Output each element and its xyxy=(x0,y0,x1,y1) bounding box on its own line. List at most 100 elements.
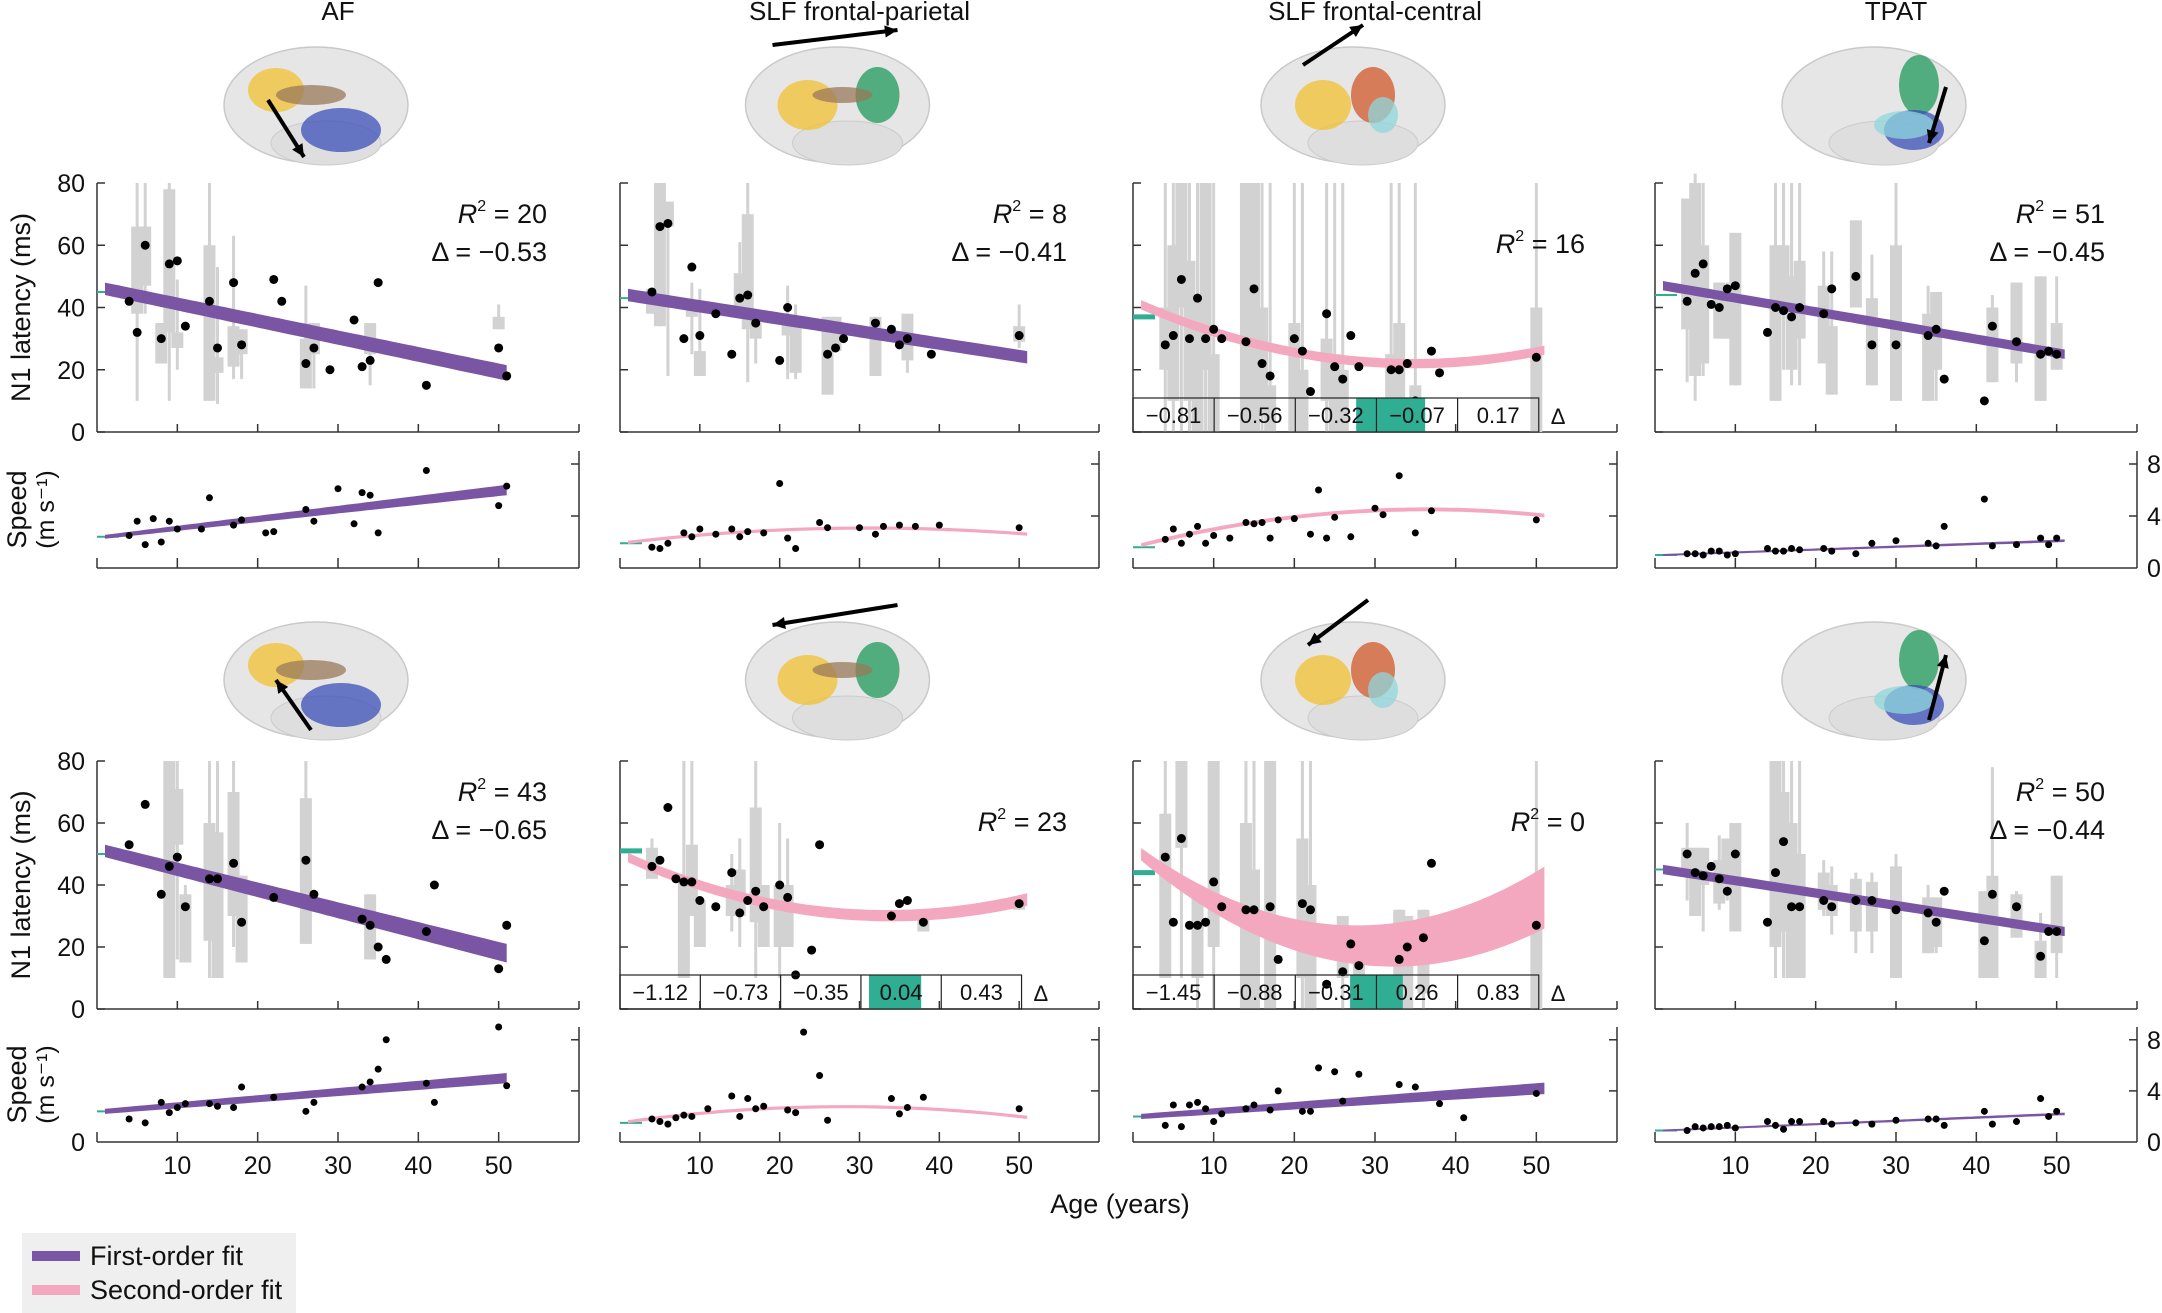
x-tick-label: 50 xyxy=(1005,1152,1033,1180)
latency-data-point xyxy=(1402,942,1412,952)
tract-region-0 xyxy=(1295,80,1351,130)
latency-data-point xyxy=(2012,337,2021,347)
speed-data-point xyxy=(1177,539,1185,547)
latency-data-point xyxy=(1217,902,1227,912)
arrowhead-icon xyxy=(884,25,898,38)
speed-data-point xyxy=(374,529,382,537)
tract-region-2 xyxy=(812,87,873,103)
boxplot-whisker xyxy=(666,201,670,376)
latency-data-point xyxy=(926,349,936,359)
speed-data-point xyxy=(1298,1107,1306,1115)
x-tick-label: 10 xyxy=(1200,1152,1228,1180)
speed-data-point xyxy=(495,1023,503,1031)
latency-data-point xyxy=(213,343,222,353)
latency-data-point xyxy=(1201,334,1211,344)
boxplot-box xyxy=(1793,260,1806,339)
speed-y-label: Speed xyxy=(2,470,32,548)
tract-region-2 xyxy=(276,660,346,680)
latency-data-point xyxy=(1273,954,1283,964)
latency-data-point xyxy=(494,964,504,974)
speed-data-point xyxy=(1395,1081,1403,1088)
delta-table-border xyxy=(1132,397,1540,433)
latency-data-point xyxy=(172,256,182,266)
speed-plot xyxy=(96,451,580,569)
latency-data-point xyxy=(1931,917,1941,927)
speed-data-point xyxy=(760,529,768,537)
tract-region-1 xyxy=(301,683,381,727)
speed-data-point xyxy=(1731,550,1739,558)
latency-data-point xyxy=(1771,303,1780,312)
latency-data-point xyxy=(1682,296,1692,306)
speed-data-point xyxy=(2045,1112,2053,1120)
boxplot-whisker xyxy=(690,761,694,916)
speed-data-point xyxy=(728,525,736,533)
panel-title: AF xyxy=(321,0,354,26)
panel-1-0: 0 20 40 60 80 R2 = 43 Δ = −0.65 0 10 20 30 40 50 N1 l… xyxy=(2,621,580,1180)
latency-data-point xyxy=(1241,905,1251,915)
r-squared-label: R2 = 23 xyxy=(978,806,1067,837)
speed-y-tick-label: 4 xyxy=(2147,503,2161,531)
latency-data-point xyxy=(918,917,928,927)
speed-data-point xyxy=(230,1104,238,1111)
speed-data-point xyxy=(366,491,374,499)
speed-data-point xyxy=(2053,534,2061,542)
speed-data-point xyxy=(238,1083,246,1091)
boxplot-box xyxy=(1264,385,1277,432)
latency-data-point xyxy=(759,902,769,912)
speed-fit-band xyxy=(1141,507,1545,548)
speed-data-point xyxy=(366,1078,374,1086)
panel-title: SLF frontal-central xyxy=(1268,0,1482,26)
latency-data-point xyxy=(421,380,431,390)
boxplot-box xyxy=(1849,878,1862,932)
latency-fit-band xyxy=(628,288,1028,364)
boxplot-box xyxy=(2010,282,2023,364)
latency-data-point xyxy=(663,218,673,228)
speed-data-point xyxy=(1868,1120,1876,1128)
latency-data-point xyxy=(870,318,880,328)
latency-data-point xyxy=(751,886,761,896)
latency-data-point xyxy=(204,296,214,306)
latency-data-point xyxy=(743,896,753,905)
brain-rendering xyxy=(1260,598,1446,741)
speed-data-point xyxy=(238,516,246,524)
tract-region-2 xyxy=(1874,111,1934,139)
speed-data-point xyxy=(672,1114,680,1122)
latency-data-point xyxy=(839,334,849,344)
x-tick-label: 20 xyxy=(244,1152,272,1180)
tract-region-0 xyxy=(777,80,838,130)
speed-data-point xyxy=(1940,1121,1948,1129)
delta-symbol: Δ xyxy=(1034,981,1049,1006)
speed-data-point xyxy=(816,519,824,526)
speed-data-point xyxy=(1323,534,1331,542)
latency-data-point xyxy=(1923,331,1933,341)
speed-data-point xyxy=(1177,1123,1185,1131)
latency-y-tick-label: 80 xyxy=(57,170,85,198)
x-tick-label: 50 xyxy=(2043,1152,2071,1180)
speed-data-point xyxy=(157,1098,165,1106)
latency-data-point xyxy=(1706,299,1716,309)
arrowhead-icon xyxy=(1308,632,1322,645)
latency-data-point xyxy=(156,889,166,899)
latency-data-point xyxy=(1168,917,1178,927)
delta-cell-value: −0.07 xyxy=(1389,403,1445,428)
speed-data-point xyxy=(1218,1110,1226,1118)
latency-data-point xyxy=(1706,861,1716,871)
latency-data-point xyxy=(180,321,190,331)
speed-data-point xyxy=(2013,541,2020,549)
latency-data-point xyxy=(1217,334,1227,344)
latency-data-point xyxy=(1819,309,1829,319)
latency-data-point xyxy=(1698,871,1708,881)
speed-data-point xyxy=(2013,1118,2020,1126)
latency-data-point xyxy=(687,262,697,272)
latency-data-point xyxy=(1867,896,1877,905)
speed-data-point xyxy=(824,524,832,532)
boxplot-box xyxy=(749,323,762,339)
speed-data-point xyxy=(141,541,149,549)
latency-data-point xyxy=(1722,284,1732,294)
speed-data-point xyxy=(1226,534,1234,542)
latency-data-point xyxy=(894,340,904,350)
speed-data-point xyxy=(302,506,310,513)
brain-temporal-lobe-icon xyxy=(1307,695,1419,741)
latency-data-point xyxy=(1249,284,1259,294)
latency-y-tick-label: 40 xyxy=(57,295,85,323)
